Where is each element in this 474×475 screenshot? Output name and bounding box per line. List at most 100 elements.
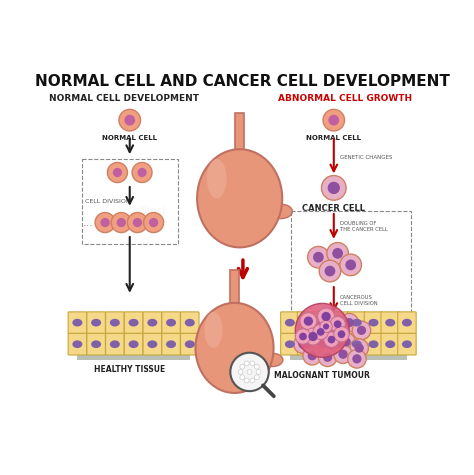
Circle shape	[111, 212, 131, 233]
FancyBboxPatch shape	[162, 333, 180, 355]
Circle shape	[321, 336, 340, 354]
FancyBboxPatch shape	[314, 333, 333, 355]
Text: ABNORMAL CELL GROWTH: ABNORMAL CELL GROWTH	[278, 94, 412, 103]
Circle shape	[108, 162, 128, 182]
Ellipse shape	[335, 319, 345, 326]
Circle shape	[334, 320, 341, 328]
Circle shape	[245, 361, 249, 366]
Circle shape	[328, 115, 339, 125]
Circle shape	[304, 316, 313, 326]
Text: NORMAL CELL DEVELOPMENT: NORMAL CELL DEVELOPMENT	[48, 94, 199, 103]
Circle shape	[334, 345, 352, 363]
FancyBboxPatch shape	[106, 333, 124, 355]
Circle shape	[352, 321, 371, 340]
Ellipse shape	[110, 319, 120, 326]
Ellipse shape	[128, 319, 138, 326]
Ellipse shape	[402, 341, 412, 348]
Circle shape	[256, 370, 261, 374]
Circle shape	[304, 328, 314, 337]
Text: ...: ...	[83, 218, 93, 228]
Circle shape	[119, 109, 140, 131]
Ellipse shape	[285, 341, 295, 348]
Ellipse shape	[197, 149, 282, 247]
Circle shape	[319, 260, 341, 282]
Bar	[82, 160, 178, 244]
Circle shape	[319, 348, 337, 367]
Ellipse shape	[110, 341, 120, 348]
Circle shape	[100, 218, 109, 227]
Circle shape	[255, 364, 259, 369]
FancyBboxPatch shape	[364, 333, 383, 355]
FancyBboxPatch shape	[162, 312, 180, 333]
Circle shape	[338, 350, 347, 359]
Circle shape	[308, 331, 326, 350]
Ellipse shape	[73, 341, 82, 348]
Circle shape	[132, 162, 152, 182]
Circle shape	[320, 320, 332, 332]
FancyBboxPatch shape	[281, 312, 299, 333]
FancyBboxPatch shape	[143, 333, 162, 355]
Circle shape	[345, 318, 354, 327]
Circle shape	[117, 218, 126, 227]
Text: iStock: iStock	[300, 314, 329, 324]
Circle shape	[328, 336, 335, 343]
Ellipse shape	[73, 319, 82, 326]
Ellipse shape	[195, 303, 273, 393]
Circle shape	[298, 340, 308, 349]
Circle shape	[295, 329, 310, 344]
FancyBboxPatch shape	[124, 312, 143, 333]
Circle shape	[340, 314, 358, 332]
FancyBboxPatch shape	[398, 333, 416, 355]
Circle shape	[346, 259, 356, 270]
FancyBboxPatch shape	[181, 333, 199, 355]
Text: GENETIC CHANGES: GENETIC CHANGES	[340, 154, 392, 160]
Ellipse shape	[204, 312, 222, 348]
Bar	[292, 211, 411, 323]
Ellipse shape	[185, 319, 195, 326]
Circle shape	[238, 370, 243, 374]
Circle shape	[357, 326, 366, 335]
Circle shape	[312, 336, 321, 345]
Text: iStock: iStock	[138, 206, 168, 216]
Circle shape	[300, 313, 317, 330]
Circle shape	[328, 182, 340, 194]
Circle shape	[245, 378, 249, 383]
Circle shape	[128, 212, 147, 233]
Circle shape	[294, 335, 312, 353]
Circle shape	[321, 312, 331, 321]
Ellipse shape	[368, 319, 379, 326]
Circle shape	[323, 352, 332, 362]
Circle shape	[240, 375, 245, 380]
Circle shape	[313, 252, 324, 263]
FancyBboxPatch shape	[398, 312, 416, 333]
Circle shape	[309, 332, 318, 341]
Ellipse shape	[91, 341, 101, 348]
Text: NORMAL CELL: NORMAL CELL	[306, 135, 361, 141]
FancyBboxPatch shape	[347, 333, 366, 355]
FancyBboxPatch shape	[106, 312, 124, 333]
Ellipse shape	[207, 159, 227, 198]
FancyBboxPatch shape	[331, 333, 349, 355]
Circle shape	[250, 361, 255, 366]
Circle shape	[334, 326, 349, 342]
Circle shape	[133, 218, 142, 227]
Ellipse shape	[185, 341, 195, 348]
Circle shape	[308, 247, 329, 268]
Circle shape	[323, 109, 345, 131]
Ellipse shape	[269, 204, 292, 218]
Circle shape	[149, 218, 158, 227]
FancyBboxPatch shape	[381, 312, 400, 333]
Circle shape	[347, 350, 366, 368]
FancyBboxPatch shape	[87, 333, 105, 355]
FancyBboxPatch shape	[364, 312, 383, 333]
Circle shape	[327, 243, 348, 264]
Circle shape	[326, 341, 335, 350]
Bar	[230, 270, 239, 306]
Ellipse shape	[335, 341, 345, 348]
Text: NORMAL CELL AND CANCER CELL DEVELOPMENT: NORMAL CELL AND CANCER CELL DEVELOPMENT	[36, 74, 450, 89]
Circle shape	[247, 370, 252, 374]
Ellipse shape	[147, 319, 157, 326]
Ellipse shape	[301, 319, 311, 326]
Circle shape	[313, 324, 328, 340]
FancyBboxPatch shape	[331, 312, 349, 333]
